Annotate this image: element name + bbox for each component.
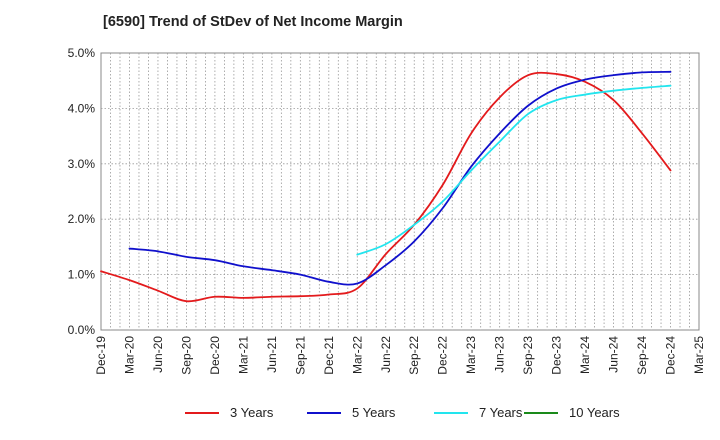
legend-label: 5 Years: [352, 405, 396, 420]
x-tick-label: Mar-20: [122, 336, 136, 374]
legend-label: 3 Years: [230, 405, 274, 420]
legend-swatch: [524, 411, 558, 414]
x-tick-label: Dec-24: [664, 336, 678, 375]
legend-label: 7 Years: [479, 405, 523, 420]
y-tick-label: 1.0%: [68, 268, 96, 282]
legend-swatch: [434, 411, 468, 414]
x-tick-label: Sep-21: [293, 336, 307, 375]
legend-swatch: [307, 411, 341, 414]
y-tick-label: 3.0%: [68, 157, 96, 171]
x-tick-label: Mar-24: [578, 336, 592, 374]
x-axis-ticks: Dec-19 Mar-20 Jun-20 Sep-20 Dec-20 Mar-21 Jun-…: [94, 336, 706, 375]
legend-item: 5 Years: [307, 405, 395, 420]
series-line-5-years: [128, 70, 672, 286]
x-tick-label: Dec-23: [550, 336, 564, 375]
y-tick-label: 4.0%: [68, 101, 96, 115]
y-tick-label: 5.0%: [68, 46, 96, 60]
x-tick-label: Dec-20: [208, 336, 222, 375]
series-line-7-years: [356, 84, 672, 256]
x-tick-label: Sep-22: [407, 336, 421, 375]
x-tick-label: Jun-24: [607, 336, 621, 373]
x-tick-label: Mar-22: [350, 336, 364, 374]
legend-item: 3 Years: [185, 405, 273, 420]
x-tick-label: Dec-22: [436, 336, 450, 375]
legend: 3 Years 5 Years 7 Years 10 Years: [0, 405, 720, 425]
plot-area: [100, 52, 700, 331]
x-tick-label: Mar-23: [464, 336, 478, 374]
x-tick-label: Dec-19: [94, 336, 108, 375]
y-tick-label: 2.0%: [68, 212, 96, 226]
chart-title: [6590] Trend of StDev of Net Income Marg…: [103, 14, 403, 30]
series-line-3-years: [100, 71, 672, 303]
legend-item: 10 Years: [524, 405, 620, 420]
x-tick-label: Mar-25: [692, 336, 706, 374]
x-tick-label: Jun-21: [265, 336, 279, 373]
legend-swatch: [185, 411, 219, 414]
y-tick-label: 0.0%: [68, 323, 96, 337]
x-tick-label: Mar-21: [236, 336, 250, 374]
legend-item: 7 Years: [434, 405, 522, 420]
x-tick-label: Jun-20: [151, 336, 165, 373]
x-tick-label: Dec-21: [322, 336, 336, 375]
y-axis-ticks: 0.0% 1.0% 2.0% 3.0% 4.0% 5.0%: [68, 46, 96, 337]
x-tick-label: Sep-23: [521, 336, 535, 375]
x-tick-label: Jun-23: [493, 336, 507, 373]
x-tick-label: Jun-22: [379, 336, 393, 373]
legend-label: 10 Years: [569, 405, 620, 420]
x-tick-label: Sep-24: [635, 336, 649, 375]
series-lines: [100, 70, 672, 303]
x-tick-label: Sep-20: [179, 336, 193, 375]
